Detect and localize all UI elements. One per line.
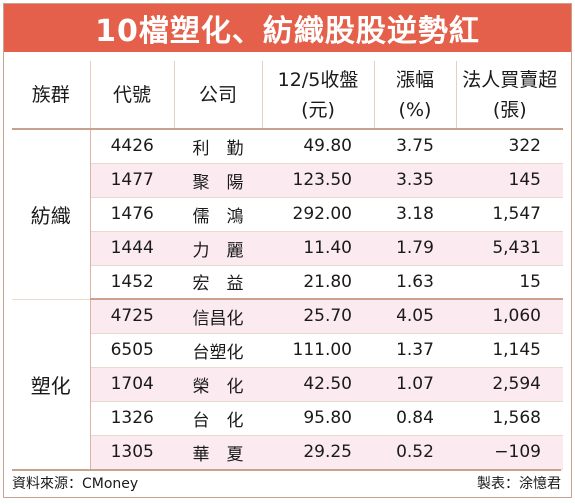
cell-code: 1477 (90, 163, 174, 198)
source-note: 資料來源：CMoney (12, 476, 139, 492)
infographic-frame: 10檔塑化、紡織股股逆勢紅 族群 代號 公司 12/5收盤 (元) 漲幅 ( (3, 3, 572, 498)
header-code: 代號 (90, 61, 175, 130)
header-row: 族群 代號 公司 12/5收盤 (元) 漲幅 (%) 法人買賣超 (張) (12, 61, 563, 130)
header-change-line2: (%) (398, 98, 432, 121)
cell-change: 1.37 (374, 333, 456, 368)
cell-net: 1,145 (456, 333, 563, 368)
cell-code: 1452 (90, 265, 174, 300)
cell-net: 2,594 (456, 367, 563, 402)
cell-close: 49.80 (262, 129, 374, 164)
footer: 資料來源：CMoney 製表：涂憶君 (12, 469, 561, 495)
cell-company: 信昌化 (174, 299, 262, 334)
cell-change: 1.79 (374, 231, 456, 266)
table-row: 1305 華 夏 29.25 0.52 −109 (12, 435, 563, 470)
cell-change: 0.84 (374, 401, 456, 436)
cell-change: 3.75 (374, 129, 456, 164)
cell-net: −109 (456, 435, 563, 470)
cell-company: 台 化 (174, 401, 262, 436)
cell-code: 1444 (90, 231, 174, 266)
header-close-line1: 12/5收盤 (277, 68, 359, 91)
cell-close: 95.80 (262, 401, 374, 436)
author-note: 製表：涂憶君 (477, 476, 561, 492)
cell-change: 0.52 (374, 435, 456, 470)
cell-code: 1476 (90, 197, 174, 232)
cell-close: 42.50 (262, 367, 374, 402)
cell-code: 1326 (90, 401, 174, 436)
cell-code: 1704 (90, 367, 174, 402)
cell-company: 力 麗 (174, 231, 262, 266)
cell-net: 5,431 (456, 231, 563, 266)
header-net-line2: (張) (492, 98, 527, 121)
table-row: 塑化 4725 信昌化 25.70 4.05 1,060 (12, 299, 563, 470)
cell-change: 1.63 (374, 265, 456, 300)
cell-change: 3.35 (374, 163, 456, 198)
cell-close: 25.70 (262, 299, 374, 334)
header-net-line1: 法人買賣超 (462, 68, 558, 91)
header-group: 族群 (12, 61, 91, 130)
cell-change: 3.18 (374, 197, 456, 232)
cell-net: 1,547 (456, 197, 563, 232)
cell-company: 宏 益 (174, 265, 262, 300)
cell-close: 111.00 (262, 333, 374, 368)
header-company: 公司 (174, 61, 263, 130)
cell-code: 4426 (90, 129, 174, 164)
cell-change: 4.05 (374, 299, 456, 334)
cell-close: 29.25 (262, 435, 374, 470)
cell-code: 1305 (90, 435, 174, 470)
cell-close: 292.00 (262, 197, 374, 232)
header-close-line2: (元) (301, 98, 335, 121)
page-title: 10檔塑化、紡織股股逆勢紅 (95, 14, 480, 49)
cell-net: 1,568 (456, 401, 563, 436)
title-bar: 10檔塑化、紡織股股逆勢紅 (4, 4, 571, 52)
table-row: 1326 台 化 95.80 0.84 1,568 (12, 401, 563, 436)
cell-company: 聚 陽 (174, 163, 262, 198)
group-label-plastics: 塑化 (12, 299, 91, 470)
table-row: 1477 聚 陽 123.50 3.35 145 (12, 163, 563, 198)
header-change: 漲幅 (%) (374, 61, 457, 130)
stock-table: 族群 代號 公司 12/5收盤 (元) 漲幅 (%) 法人買賣超 (張) (12, 61, 563, 470)
header-close: 12/5收盤 (元) (262, 61, 375, 130)
table-row: 1704 榮 化 42.50 1.07 2,594 (12, 367, 563, 402)
cell-company: 利 勤 (174, 129, 262, 164)
cell-company: 華 夏 (174, 435, 262, 470)
table-row: 1444 力 麗 11.40 1.79 5,431 (12, 231, 563, 266)
header-change-line1: 漲幅 (395, 68, 434, 91)
cell-change: 1.07 (374, 367, 456, 402)
cell-code: 4725 (90, 299, 174, 334)
cell-close: 123.50 (262, 163, 374, 198)
cell-net: 322 (456, 129, 563, 164)
cell-company: 儒 鴻 (174, 197, 262, 232)
cell-company: 台塑化 (174, 333, 262, 368)
table-row: 紡織 4426 利 勤 49.80 3.75 322 (12, 129, 563, 300)
table-row: 1452 宏 益 21.80 1.63 15 (12, 265, 563, 300)
cell-company: 榮 化 (174, 367, 262, 402)
cell-net: 1,060 (456, 299, 563, 334)
group-label-textile: 紡織 (12, 129, 91, 300)
cell-close: 21.80 (262, 265, 374, 300)
table-row: 1476 儒 鴻 292.00 3.18 1,547 (12, 197, 563, 232)
cell-net: 15 (456, 265, 563, 300)
header-net: 法人買賣超 (張) (456, 61, 563, 130)
cell-code: 6505 (90, 333, 174, 368)
table-row: 6505 台塑化 111.00 1.37 1,145 (12, 333, 563, 368)
cell-net: 145 (456, 163, 563, 198)
cell-close: 11.40 (262, 231, 374, 266)
